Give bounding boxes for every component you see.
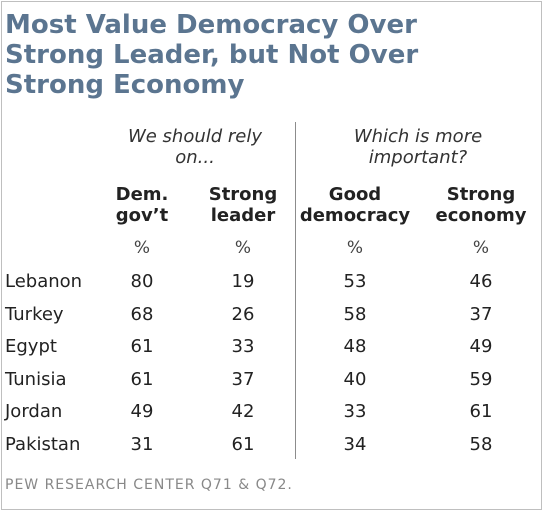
chart-title: Most Value Democracy Over Strong Leader,… xyxy=(5,10,525,100)
unit-label-col2: % xyxy=(234,238,252,258)
table-row: Lebanon 80 19 53 46 xyxy=(0,270,545,302)
value-cell: 33 xyxy=(343,401,367,422)
title-line-2: Strong Leader, but Not Over xyxy=(5,40,419,70)
col3-line-1: Good xyxy=(328,184,382,205)
value-cell: 19 xyxy=(231,271,255,292)
value-cell: 37 xyxy=(231,368,255,390)
row-country-label: Pakistan xyxy=(5,433,81,455)
value-cell: 61 xyxy=(130,336,154,357)
col4-line-2: economy xyxy=(435,205,527,226)
row-country-label: Egypt xyxy=(5,336,57,357)
value-cell: 34 xyxy=(343,433,367,455)
value-cell: 61 xyxy=(469,401,493,422)
table-row: Turkey 68 26 58 37 xyxy=(0,303,545,335)
group-important-line-2: important? xyxy=(368,147,468,168)
title-line-3: Strong Economy xyxy=(5,70,245,100)
value-cell: 26 xyxy=(231,303,255,325)
value-cell: 31 xyxy=(130,433,154,455)
col1-line-1: Dem. xyxy=(115,184,169,205)
table-row: Pakistan 31 61 34 58 xyxy=(0,433,545,465)
table-row: Tunisia 61 37 40 59 xyxy=(0,368,545,400)
value-cell: 61 xyxy=(231,433,255,455)
value-cell: 58 xyxy=(469,433,493,455)
unit-label-col3: % xyxy=(346,238,364,258)
group-rely-line-1: We should rely xyxy=(127,126,263,147)
col4-line-1: Strong xyxy=(446,184,516,205)
col1-line-2: gov’t xyxy=(115,205,169,226)
unit-label-col4: % xyxy=(472,238,490,258)
col2-line-2: leader xyxy=(210,205,276,226)
column-header-dem-govt: Dem. gov’t xyxy=(102,184,182,226)
group-rely-line-2: on... xyxy=(175,147,215,168)
column-header-strong-economy: Strong economy xyxy=(422,184,540,226)
source-note: PEW RESEARCH CENTER Q71 & Q72. xyxy=(5,477,293,493)
table-row: Jordan 49 42 33 61 xyxy=(0,400,545,432)
value-cell: 58 xyxy=(343,303,367,325)
column-divider xyxy=(295,122,296,459)
group-header-important: Which is more important? xyxy=(318,126,518,168)
title-line-1: Most Value Democracy Over xyxy=(5,10,417,40)
value-cell: 37 xyxy=(469,303,493,325)
col2-line-1: Strong xyxy=(208,184,278,205)
value-cell: 59 xyxy=(469,368,493,390)
value-cell: 33 xyxy=(231,336,255,357)
group-important-line-1: Which is more xyxy=(353,126,483,147)
row-country-label: Jordan xyxy=(5,401,63,422)
table-row: Egypt 61 33 48 49 xyxy=(0,335,545,367)
value-cell: 42 xyxy=(231,401,255,422)
value-cell: 61 xyxy=(130,368,154,390)
value-cell: 80 xyxy=(130,271,154,292)
group-header-rely: We should rely on... xyxy=(100,126,290,168)
unit-label-col1: % xyxy=(133,238,151,258)
row-country-label: Tunisia xyxy=(5,368,67,390)
value-cell: 48 xyxy=(343,336,367,357)
col3-line-2: democracy xyxy=(299,205,411,226)
value-cell: 49 xyxy=(130,401,154,422)
value-cell: 40 xyxy=(343,368,367,390)
value-cell: 49 xyxy=(469,336,493,357)
row-country-label: Lebanon xyxy=(5,271,83,292)
column-header-good-democracy: Good democracy xyxy=(296,184,414,226)
column-header-strong-leader: Strong leader xyxy=(198,184,288,226)
value-cell: 53 xyxy=(343,271,367,292)
value-cell: 46 xyxy=(469,271,493,292)
value-cell: 68 xyxy=(130,303,154,325)
row-country-label: Turkey xyxy=(5,303,64,325)
